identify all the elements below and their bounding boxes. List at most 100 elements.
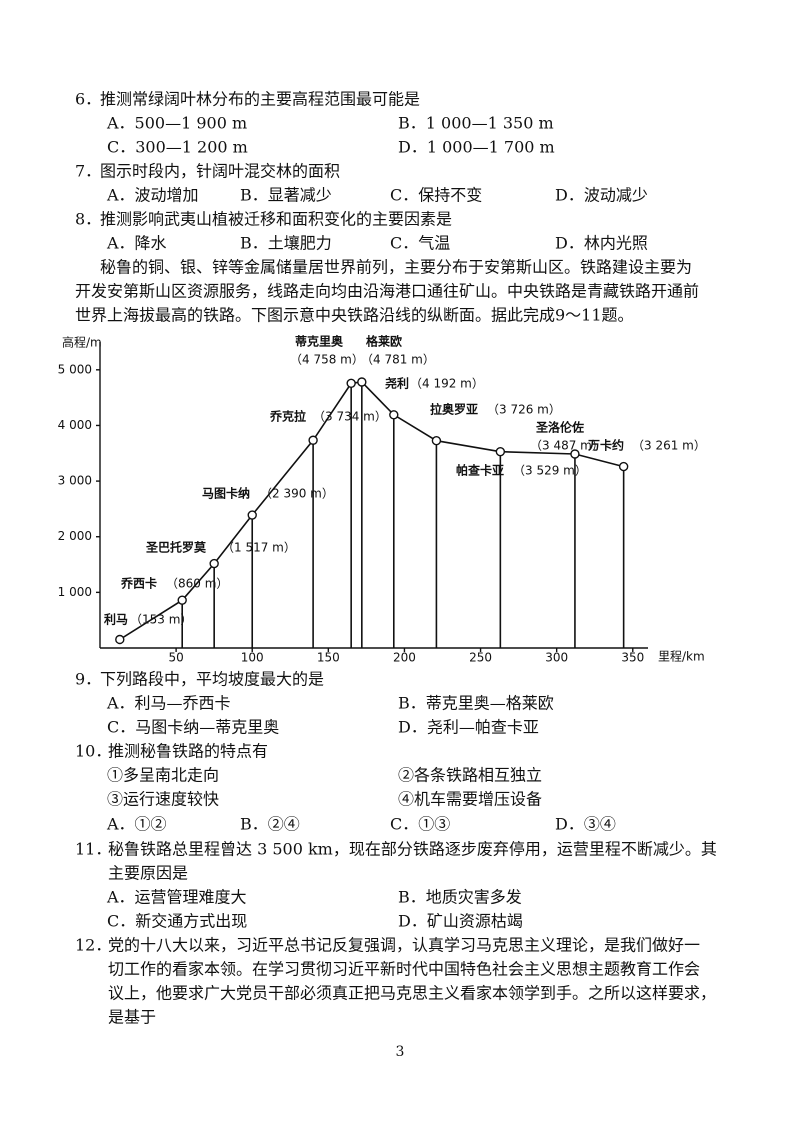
question-stem: 主要原因是 (108, 864, 188, 883)
question-number: 12． (75, 936, 111, 955)
option: B．土壤肥力 (240, 234, 332, 253)
statement: ③运行速度较快 (107, 790, 219, 809)
station-point (177, 595, 187, 605)
station-name: 乔西卡 (120, 576, 157, 591)
statement: ②各条铁路相互独立 (398, 766, 542, 785)
x-tick-label: 50 (168, 651, 183, 665)
option: D．③④ (555, 815, 616, 834)
station-elevation: （3 529 m） (513, 464, 587, 478)
question-number: 9． (75, 670, 101, 689)
question-stem: 推测影响武夷山植被迁移和面积变化的主要因素是 (100, 210, 452, 229)
elevation-line (119, 381, 624, 641)
passage-line: 世界上海拔最高的铁路。下图示意中央铁路沿线的纵断面。据此完成9～11题。 (75, 306, 634, 325)
station-elevation: （153 m） (130, 613, 192, 627)
question-stem: 推测秘鲁铁路的特点有 (108, 742, 268, 761)
option: C．气温 (390, 234, 450, 253)
station-elevation: （3 734 m） (313, 410, 387, 424)
question-number: 11． (75, 840, 111, 859)
station-elevation: （3 726 m） (487, 403, 561, 417)
option: C．马图卡纳—蒂克里奥 (107, 718, 279, 737)
option: B．1 000—1 350 m (398, 114, 554, 133)
y-tick-label: 2 000 (58, 529, 92, 543)
question-stem: 是基于 (108, 1008, 156, 1027)
station-point (115, 634, 125, 645)
x-axis-label: 里程/km (658, 649, 705, 664)
station-name: 圣洛伦佐 (535, 420, 584, 435)
x-tick-label: 150 (317, 651, 340, 665)
station-point (495, 446, 506, 457)
question-stem: 推测常绿阔叶林分布的主要高程范围最可能是 (100, 90, 420, 109)
station-name: 拉奥罗亚 (430, 402, 478, 417)
question-stem: 党的十八大以来，习近平总书记反复强调，认真学习马克思主义理论，是我们做好一 (108, 936, 700, 955)
station-elevation: （3 261 m） (632, 439, 706, 453)
option: B．地质灾害多发 (398, 888, 522, 907)
station-name: 利马 (104, 612, 128, 627)
option: A．运营管理难度大 (106, 888, 247, 907)
option: C．新交通方式出现 (107, 912, 247, 931)
option: A．500—1 900 m (106, 114, 247, 133)
option: D．1 000—1 700 m (398, 138, 555, 157)
station-point (247, 510, 257, 520)
page-number: 3 (396, 1044, 405, 1060)
station-elevation: （2 390 m） (260, 487, 334, 501)
statement: ①多呈南北走向 (107, 766, 219, 785)
question-number: 7． (75, 162, 101, 181)
station-point (431, 435, 442, 446)
station-name: 马图卡纳 (202, 486, 250, 501)
statement: ④机车需要增压设备 (398, 790, 542, 809)
option: A．波动增加 (106, 186, 199, 205)
station-elevation: （860 m） (166, 577, 228, 591)
x-tick-label: 200 (393, 651, 416, 665)
option: A．降水 (106, 234, 167, 253)
passage-line: 秘鲁的铜、银、锌等金属储量居世界前列，主要分布于安第斯山区。铁路建设主要为 (100, 258, 692, 277)
station-name: 帕查卡亚 (456, 463, 504, 478)
station-elevation: （1 517 m） (222, 541, 296, 555)
station-elevation: （4 192 m） (410, 377, 484, 391)
question-number: 6． (75, 90, 101, 109)
station-point (389, 410, 399, 420)
question-stem: 议上，他要求广大党员干部必须真正把马克思主义看家本领学到手。之所以这样要求， (108, 984, 716, 1003)
option: B．显著减少 (240, 186, 332, 205)
option: B．②④ (240, 815, 300, 834)
option: C．保持不变 (390, 186, 482, 205)
y-axis-label: 高程/m (62, 335, 102, 350)
station-name: 尧利 (385, 376, 409, 391)
option: A．①② (106, 815, 167, 834)
question-stem: 秘鲁铁路总里程曾达 3 500 km，现在部分铁路逐步废弃停用，运营里程不断减少… (108, 840, 717, 859)
y-tick-label: 4 000 (58, 418, 92, 432)
question-stem: 切工作的看家本领。在学习贯彻习近平新时代中国特色社会主义思想主题教育工作会 (108, 960, 700, 979)
option: C．①③ (390, 815, 450, 834)
station-point (618, 461, 629, 472)
y-tick-label: 5 000 (58, 362, 92, 376)
question-stem: 图示时段内，针阔叶混交林的面积 (100, 162, 340, 181)
station-point (357, 377, 367, 387)
station-name: 乔克拉 (269, 409, 306, 424)
station-name: 蒂克里奥 (295, 334, 344, 349)
option: B．蒂克里奥—格莱欧 (398, 694, 554, 713)
option: D．林内光照 (555, 234, 648, 253)
station-elevation: （4 758 m） (290, 353, 364, 367)
question-stem: 下列路段中，平均坡度最大的是 (100, 670, 324, 689)
x-tick-label: 100 (241, 651, 264, 665)
option: D．波动减少 (555, 186, 648, 205)
option: C．300—1 200 m (107, 138, 248, 157)
station-point (346, 378, 356, 388)
station-point (308, 435, 318, 445)
option: D．矿山资源枯竭 (398, 912, 523, 931)
station-elevation: （3 487 m） (530, 439, 604, 453)
passage-line: 开发安第斯山区资源服务，线路走向均由沿海港口通往矿山。中央铁路是青藏铁路开通前 (75, 282, 699, 301)
station-name: 万卡约 (587, 438, 624, 453)
option: A．利马—乔西卡 (106, 694, 231, 713)
option: D．尧利—帕查卡亚 (398, 718, 539, 737)
station-elevation: （4 781 m） (361, 353, 435, 367)
x-tick-label: 300 (545, 651, 568, 665)
station-name: 格莱欧 (366, 334, 402, 349)
x-tick-label: 250 (469, 651, 492, 665)
y-tick-label: 3 000 (58, 474, 92, 488)
x-tick-label: 350 (621, 651, 644, 665)
station-name: 圣巴托罗莫 (145, 540, 207, 555)
question-number: 8． (75, 210, 101, 229)
station-point (209, 558, 219, 569)
